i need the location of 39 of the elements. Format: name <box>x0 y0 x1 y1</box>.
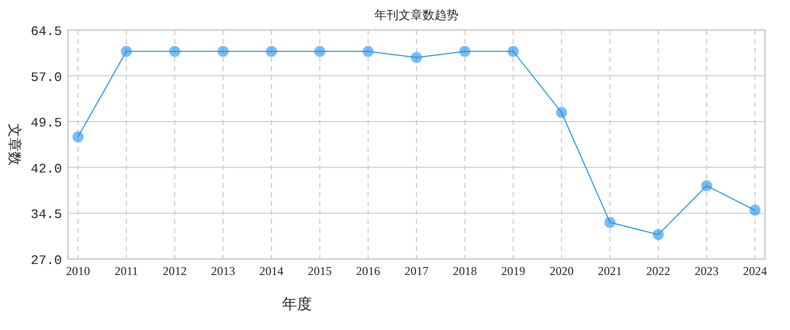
x-tick-label: 2023 <box>694 264 719 278</box>
x-tick-label: 2013 <box>211 264 236 278</box>
y-tick-label: 57.0 <box>30 70 62 85</box>
x-tick-label: 2019 <box>501 264 526 278</box>
point <box>120 46 132 57</box>
x-tick-label: 2014 <box>259 264 284 278</box>
point <box>169 46 180 57</box>
point <box>218 46 229 57</box>
point <box>508 46 519 57</box>
point <box>72 131 84 142</box>
y-tick-label: 49.5 <box>30 116 62 131</box>
y-tick-label: 27.0 <box>30 253 62 268</box>
point <box>701 180 712 192</box>
point <box>314 46 326 57</box>
x-tick-label: 2010 <box>66 264 90 278</box>
x-tick-label: 2011 <box>114 264 138 278</box>
point <box>604 216 616 228</box>
x-tick-label: 2015 <box>308 264 332 278</box>
x-tick-label: 2022 <box>646 264 670 278</box>
point <box>556 106 568 118</box>
y-axis-title: 文章数 <box>7 124 23 166</box>
x-tick-label: 2024 <box>743 264 767 278</box>
point <box>459 46 470 57</box>
point <box>750 204 760 216</box>
x-tick-label: 2017 <box>404 264 428 278</box>
x-tick-label: 2016 <box>356 264 380 278</box>
x-tick-label: 2018 <box>452 264 477 278</box>
point <box>652 229 664 240</box>
y-tick-label: 42.0 <box>30 161 62 176</box>
x-tick-label: 2021 <box>598 264 622 278</box>
y-tick-label: 64.5 <box>30 24 62 39</box>
x-tick-label: 2012 <box>162 264 187 278</box>
chart-title: 年刊文章数趋势 <box>374 8 458 22</box>
x-tick-label: 2020 <box>550 264 574 278</box>
point <box>411 52 422 63</box>
point <box>266 46 277 57</box>
point <box>362 46 374 57</box>
y-tick-label: 34.5 <box>30 207 62 222</box>
x-axis-title: 年度 <box>282 296 312 313</box>
